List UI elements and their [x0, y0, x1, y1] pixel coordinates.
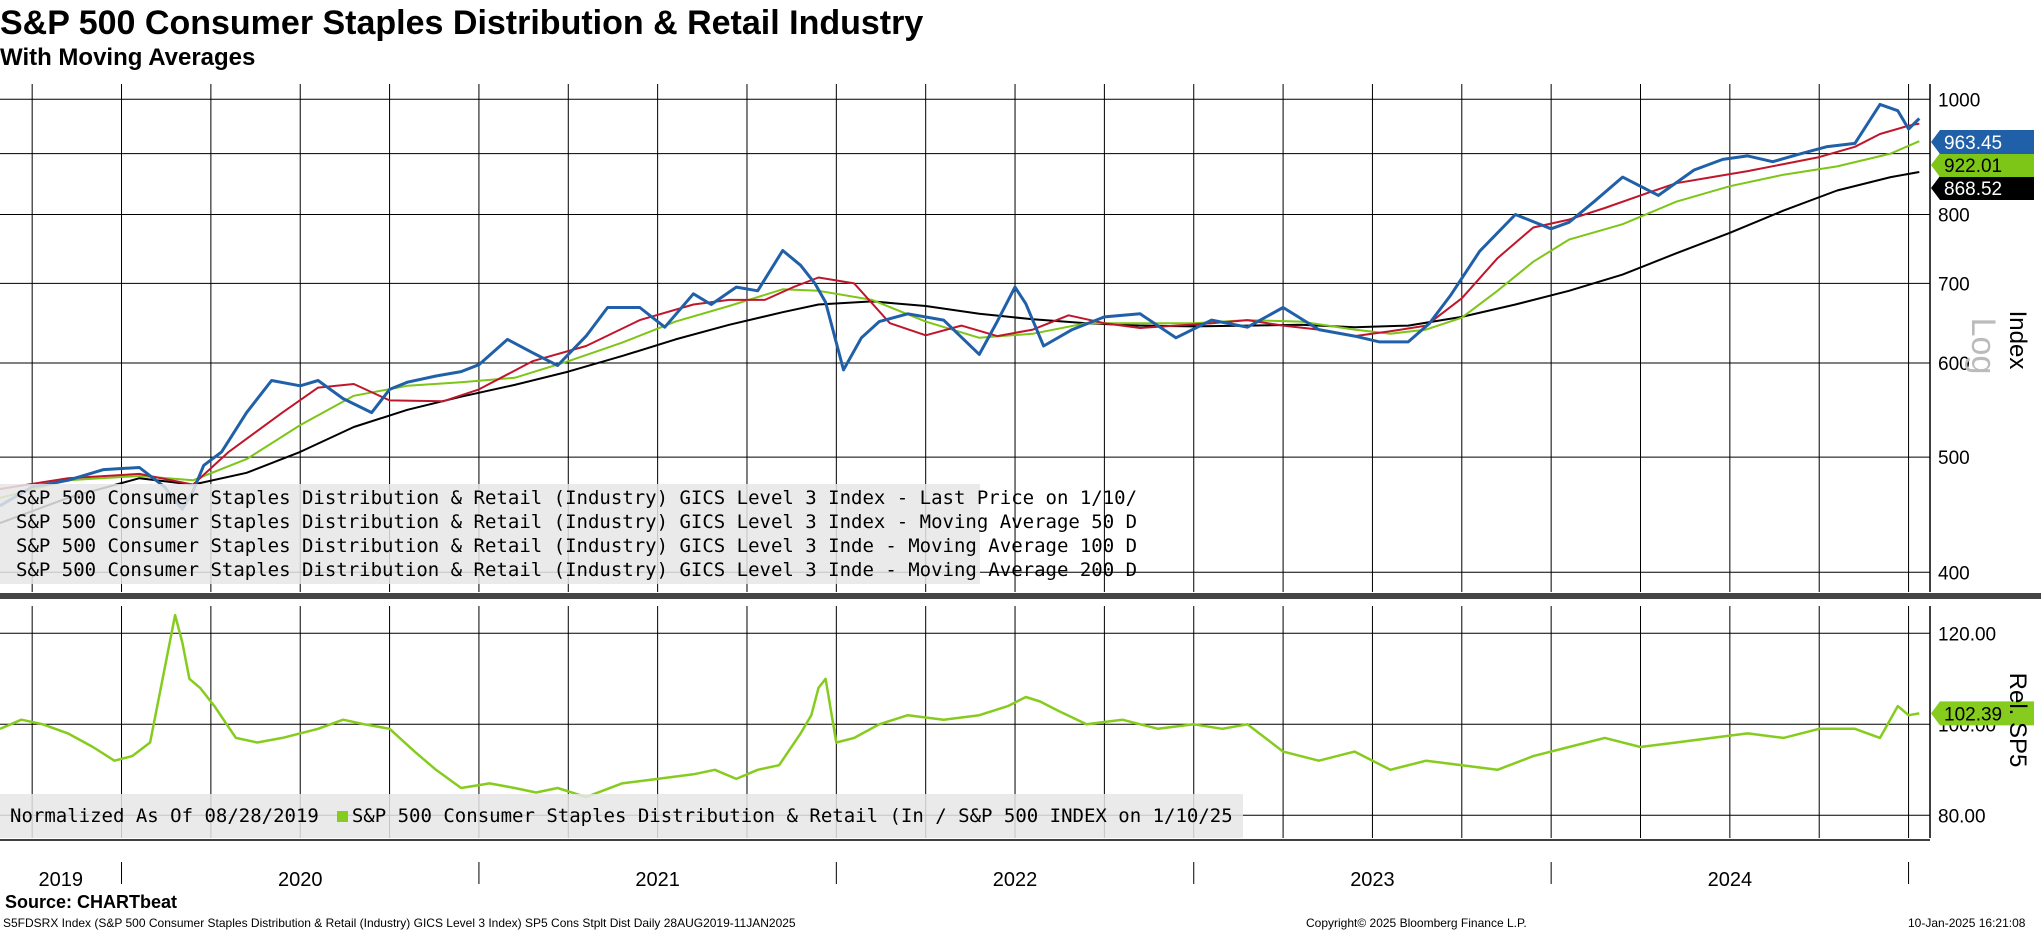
legend-item-ma100: S&P 500 Consumer Staples Distribution & … — [16, 535, 1138, 557]
panel-divider — [0, 593, 2041, 599]
legend-item-price: S&P 500 Consumer Staples Distribution & … — [16, 487, 1138, 509]
y-tick-label: 700 — [1938, 274, 1970, 295]
bottom-legend: Normalized As Of 08/28/2019 S&P 500 Cons… — [0, 794, 1243, 838]
ma50-line — [0, 122, 1920, 490]
footer-timestamp: 10-Jan-2025 16:21:08 — [1908, 916, 2026, 930]
last-value-ma200-text: 868.52 — [1944, 179, 2002, 200]
last-value-price-text: 963.45 — [1944, 133, 2002, 154]
ma200-line — [0, 171, 1920, 525]
source-note: Source: CHARTbeat — [5, 892, 178, 912]
last-value-relative: 102.39 — [1931, 701, 2034, 726]
chart-title: S&P 500 Consumer Staples Distribution & … — [0, 4, 924, 42]
x-tick-label: 2022 — [993, 869, 1038, 891]
y-tick-label: 1000 — [1938, 90, 1980, 111]
legend-item-ma50: S&P 500 Consumer Staples Distribution & … — [16, 511, 1138, 533]
normalized-note: Normalized As Of 08/28/2019 — [10, 805, 319, 827]
last-value-ma200-bg — [1931, 176, 2034, 200]
y-tick-label: 400 — [1938, 563, 1970, 584]
y-tick-label: 600 — [1938, 354, 1970, 375]
top-panel-grid — [0, 84, 2041, 599]
ma100-line — [0, 140, 1920, 499]
price-line — [0, 102, 1921, 511]
y-tick-label: 500 — [1938, 448, 1970, 469]
x-tick-label: 2020 — [278, 869, 323, 891]
last-value-ma100: 922.01 — [1931, 153, 2034, 177]
y-tick-label: 800 — [1938, 205, 1970, 226]
last-value-ma100-text: 922.01 — [1944, 156, 2002, 177]
x-tick-label: 2019 — [39, 869, 84, 891]
top-panel-series — [0, 102, 1921, 525]
top-legend: S&P 500 Consumer Staples Distribution & … — [0, 484, 1138, 584]
last-value-price-bg — [1931, 130, 2034, 154]
chart-subtitle: With Moving Averages — [0, 44, 256, 71]
legend-item-relative: S&P 500 Consumer Staples Distribution & … — [351, 805, 1233, 827]
y-axis-title: Index — [2004, 311, 2031, 370]
relative-line — [0, 613, 1920, 799]
x-tick-label: 2023 — [1350, 869, 1395, 891]
axis-labels: 400500600700800100080.00100.00120.002019… — [39, 90, 2034, 891]
last-value-price: 963.45 — [1931, 130, 2034, 154]
x-tick-label: 2021 — [635, 869, 680, 891]
x-tick-label: 2024 — [1708, 869, 1753, 891]
bottom-y-axis-title: Rel. SP5 — [2004, 673, 2031, 768]
footer-copyright: Copyright© 2025 Bloomberg Finance L.P. — [1306, 916, 1527, 930]
bottom-panel-grid — [0, 606, 1931, 884]
last-value-ma100-bg — [1931, 153, 2034, 177]
y-tick-label: 120.00 — [1938, 624, 1996, 645]
footer-description: S5FDSRX Index (S&P 500 Consumer Staples … — [3, 916, 796, 930]
last-value-ma200: 868.52 — [1931, 176, 2034, 200]
y-tick-label: 80.00 — [1938, 806, 1986, 827]
legend-item-ma200: S&P 500 Consumer Staples Distribution & … — [16, 559, 1138, 581]
log-scale-label: Log — [1964, 318, 2002, 375]
last-value-relative-bg — [1931, 701, 2034, 726]
bottom-panel-series — [0, 613, 1920, 799]
last-value-relative-text: 102.39 — [1944, 704, 2002, 725]
